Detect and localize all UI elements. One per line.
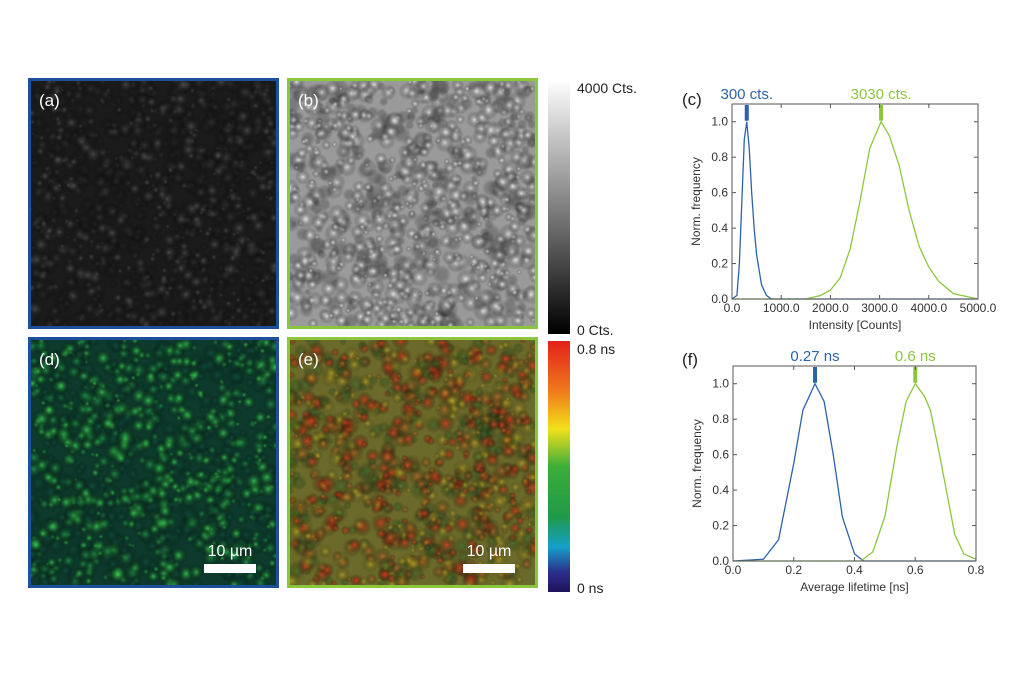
- plot-frame: [731, 103, 979, 300]
- x-tick-label: 0.0: [725, 563, 742, 577]
- panel-label: (c): [682, 90, 702, 109]
- panel-label: (f): [682, 350, 699, 369]
- x-tick-label: 0.2: [785, 563, 802, 577]
- lifetime-map-e: [290, 340, 535, 585]
- intensity-map-b: [290, 81, 535, 326]
- panel-d-lifetime-image: (d) 10 µm: [28, 337, 279, 588]
- panel-e-lifetime-image: (e) 10 µm: [287, 337, 538, 588]
- scale-bar: 10 µm: [204, 543, 256, 573]
- series-line-green: [733, 382, 977, 562]
- y-tick-label: 0.8: [711, 150, 728, 164]
- lifetime-colorbar: [548, 341, 570, 592]
- colorbar-min-label: 0 ns: [577, 580, 604, 596]
- y-tick-label: 0.4: [711, 221, 728, 235]
- y-tick-label: 0.0: [711, 292, 728, 306]
- x-tick-label: 4000.0: [910, 301, 947, 315]
- y-tick-label: 0.2: [711, 257, 728, 271]
- x-axis-label: Average lifetime [ns]: [800, 580, 909, 594]
- colorbar-max-label: 0.8 ns: [577, 341, 616, 357]
- plot-frame: [732, 365, 977, 562]
- scale-bar: 10 µm: [463, 543, 515, 573]
- scale-bar-label: 10 µm: [207, 543, 253, 560]
- x-tick-label: 1000.0: [763, 301, 800, 315]
- x-tick-label: 2000.0: [812, 301, 849, 315]
- lifetime-map-d: [31, 340, 276, 585]
- panel-a-intensity-image: (a): [28, 78, 279, 329]
- x-tick-label: 5000.0: [960, 301, 997, 315]
- y-tick-label: 1.0: [711, 115, 728, 129]
- colorbar-max-label: 4000 Cts.: [577, 80, 637, 96]
- y-tick-label: 0.2: [712, 519, 729, 533]
- x-tick-label: 3000.0: [861, 301, 898, 315]
- panel-label: (e): [298, 350, 319, 369]
- y-axis-label: Norm. frequency: [689, 157, 703, 246]
- peak-marker-blue: [744, 105, 749, 121]
- peak-label-green: 0.6 ns: [895, 348, 936, 365]
- y-tick-label: 0.0: [712, 554, 729, 568]
- intensity-histogram-chart: 300 cts. 3030 cts. 0.0 1000.0 2000.0 3000.0 40…: [689, 86, 997, 332]
- x-tick-label: 0.8: [968, 563, 985, 577]
- intensity-map-a: [31, 81, 276, 326]
- y-tick-label: 0.6: [711, 186, 728, 200]
- y-tick-label: 0.8: [712, 412, 729, 426]
- y-tick-label: 0.6: [712, 448, 729, 462]
- y-axis-label: Norm. frequency: [690, 419, 704, 508]
- peak-label-blue: 0.27 ns: [790, 348, 839, 365]
- series-line-green: [732, 120, 979, 300]
- peak-marker-blue: [813, 367, 818, 383]
- peak-label-green: 3030 cts.: [851, 86, 912, 103]
- intensity-colorbar: [548, 80, 570, 334]
- panel-b-intensity-image: (b): [287, 78, 538, 329]
- series-line-blue: [732, 382, 976, 562]
- colorbar-min-label: 0 Cts.: [577, 322, 614, 338]
- lifetime-histogram-chart: 0.27 ns 0.6 ns 0.0 0.2 0.4 0.6 0.8 0.0 0.2 0.4 0.6…: [690, 348, 985, 594]
- peak-marker-green: [913, 367, 918, 383]
- peak-marker-green: [879, 105, 884, 121]
- y-tick-label: 0.4: [712, 483, 729, 497]
- scale-bar-label: 10 µm: [466, 543, 512, 560]
- panel-label: (d): [39, 350, 60, 369]
- x-tick-label: 0.6: [907, 563, 924, 577]
- y-tick-label: 1.0: [712, 377, 729, 391]
- series-line-blue: [731, 121, 978, 300]
- x-axis-label: Intensity [Counts]: [809, 318, 902, 332]
- peak-label-blue: 300 cts.: [720, 86, 773, 103]
- panel-label: (b): [298, 91, 319, 110]
- x-tick-label: 0.0: [724, 301, 741, 315]
- panel-label: (a): [39, 91, 60, 110]
- x-tick-label: 0.4: [846, 563, 863, 577]
